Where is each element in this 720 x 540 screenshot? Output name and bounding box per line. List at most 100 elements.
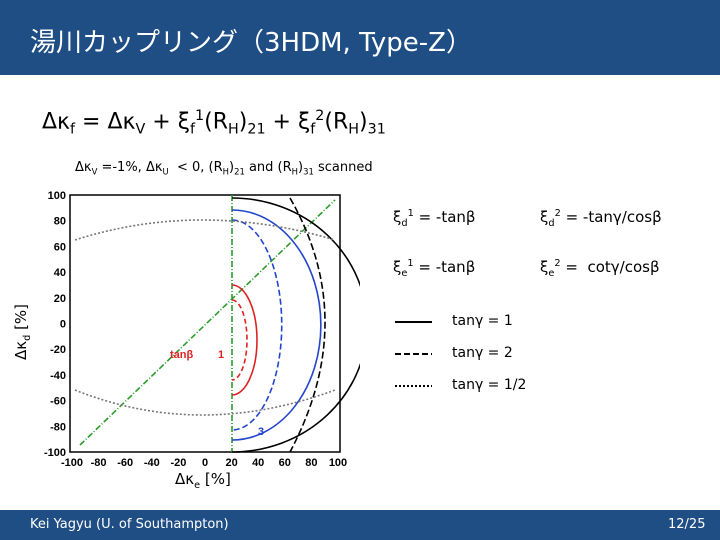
legend-label: tanγ = 1	[452, 313, 513, 329]
text-segment: 2	[554, 258, 561, 269]
y-tick-label: -80	[50, 421, 66, 433]
x-tick-label: 100	[329, 457, 347, 469]
page-number: 12/25	[668, 517, 706, 532]
text-segment: f	[189, 121, 196, 138]
x-tick-label: -100	[61, 457, 83, 469]
text-segment: 21	[234, 166, 245, 177]
annotation: tanβ	[170, 349, 194, 361]
title: 湯川カップリング（3HDM, Type-Z）	[30, 28, 472, 58]
curve	[289, 197, 326, 453]
text-segment: = -tanβ	[413, 258, 476, 276]
coupling: ξd1 = -tanβ	[393, 208, 475, 229]
footer-author: Kei Yagyu (U. of Southampton)	[30, 517, 229, 532]
x-tick-label: 80	[305, 457, 317, 469]
text-segment: H	[291, 166, 299, 177]
coupling: ξd2 = -tanγ/cosβ	[540, 208, 662, 229]
text-segment: f	[70, 121, 76, 138]
text-segment: [%]	[12, 303, 30, 335]
text-segment: )	[238, 109, 248, 135]
annotation: 1	[218, 349, 224, 361]
legend-label: tanγ = 1/2	[452, 377, 527, 393]
text-segment: ξ	[540, 208, 549, 226]
guide	[79, 199, 336, 446]
y-tick-label: 100	[48, 190, 66, 202]
y-axis-label: Δκd [%]	[12, 304, 33, 360]
x-axis-label: Δκe [%]	[175, 470, 231, 491]
text-segment: V	[91, 166, 98, 177]
curve	[231, 299, 248, 381]
x-tick-label: 60	[279, 457, 291, 469]
text-segment: Δκ	[175, 470, 195, 488]
text-segment: d	[548, 218, 555, 229]
y-tick-label: 0	[60, 319, 66, 331]
text-segment: 1	[407, 208, 414, 219]
curve	[74, 219, 336, 416]
text-segment: H	[228, 121, 239, 138]
y-tick-label: 80	[54, 216, 66, 228]
x-tick-label: -40	[144, 457, 160, 469]
coupling: ξe1 = -tanβ	[393, 258, 475, 279]
text-segment: ξ	[393, 258, 402, 276]
text-segment: (R	[204, 109, 228, 135]
text-segment: = cotγ/cosβ	[560, 258, 660, 276]
text-segment: 31	[303, 166, 314, 177]
x-tick-label: 0	[202, 457, 208, 469]
legend-label: tanγ = 2	[452, 345, 513, 361]
text-segment: 2	[554, 208, 561, 219]
text-segment: U	[162, 166, 169, 177]
formula: Δκf = ΔκV + ξf1(RH)21 + ξf2(RH)31	[42, 108, 386, 138]
curve	[231, 284, 258, 396]
text-segment: =-1%, Δκ	[97, 160, 163, 175]
x-tick-label: 40	[252, 457, 264, 469]
x-tick-label: -20	[170, 457, 186, 469]
text-segment: )	[359, 109, 368, 135]
y-tick-label: 40	[54, 267, 66, 279]
footer-band	[0, 510, 720, 540]
text-segment: )	[298, 160, 304, 175]
text-segment: scanned	[313, 160, 373, 175]
text-segment: Δκ	[42, 109, 71, 135]
text-segment: )	[229, 160, 235, 175]
text-segment: Δκ	[12, 340, 30, 360]
curve	[231, 197, 360, 453]
text-segment: (R	[324, 109, 349, 135]
curves	[74, 195, 360, 453]
scan-note: ΔκV =-1%, ΔκU < 0, (RH)21 and (RH)31 sca…	[75, 160, 373, 177]
text-segment: + ξ	[265, 109, 311, 135]
coupling: ξe2 = cotγ/cosβ	[540, 258, 660, 279]
curve	[231, 209, 322, 441]
y-tick-label: 20	[54, 293, 66, 305]
annotation: 3	[258, 426, 264, 438]
plot: tanβ 1 3 100 80 60 40 20 0 -20 -40 -60 -80 -100-10…	[44, 190, 360, 469]
text-segment: e	[194, 480, 201, 491]
y-tick-label: 60	[54, 241, 66, 253]
x-tick-label: -80	[91, 457, 107, 469]
plot-frame	[69, 194, 341, 453]
text-segment: 1	[407, 258, 414, 269]
y-tick-label: -40	[50, 370, 66, 382]
text-segment: [%]	[200, 470, 231, 488]
text-segment: f	[310, 121, 316, 138]
header-band	[0, 0, 720, 75]
text-segment: e	[548, 268, 555, 279]
text-segment: 21	[247, 121, 266, 138]
text-segment: d	[401, 218, 408, 229]
text-segment: < 0, (R	[168, 160, 223, 175]
text-segment: ξ	[393, 208, 402, 226]
x-tick-label: -60	[117, 457, 133, 469]
text-segment: = -tanβ	[413, 208, 476, 226]
text-segment: Δκ	[75, 160, 92, 175]
text-segment: H	[222, 166, 229, 177]
text-segment: = -tanγ/cosβ	[560, 208, 662, 226]
y-tick-label: -60	[50, 396, 66, 408]
y-tick-label: -100	[44, 447, 66, 459]
legend-lines	[395, 321, 432, 387]
text-segment: 31	[367, 121, 386, 138]
text-segment: 2	[315, 108, 325, 124]
text-segment: + ξ	[145, 109, 190, 135]
x-tick-label: 20	[225, 457, 237, 469]
text-segment: ξ	[540, 258, 549, 276]
text-segment: 1	[195, 108, 205, 124]
text-segment: d	[22, 334, 33, 341]
